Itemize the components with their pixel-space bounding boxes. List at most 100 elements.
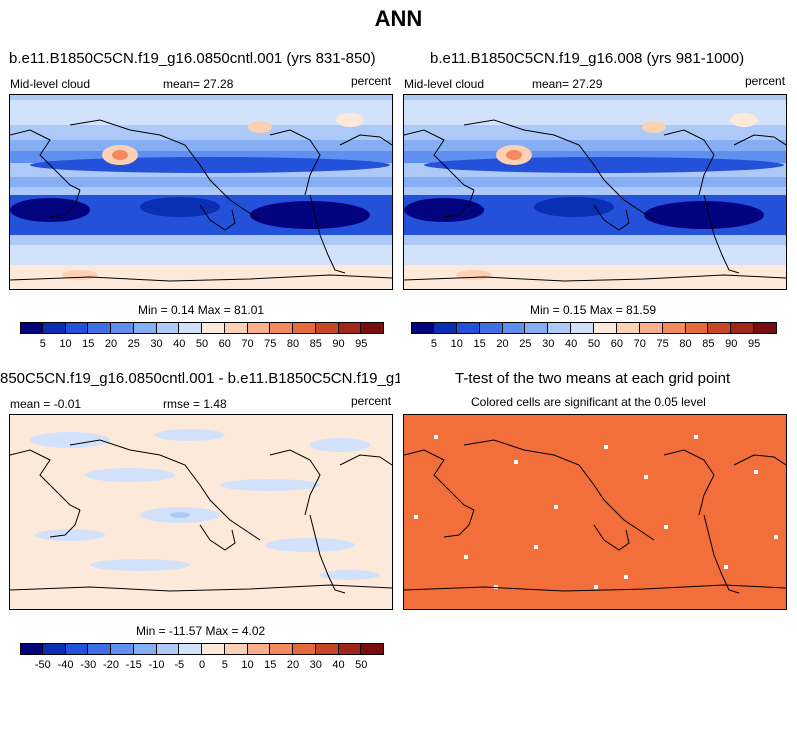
colorbar-swatch bbox=[433, 322, 457, 334]
colorbar-swatch bbox=[65, 322, 89, 334]
colorbar-swatch bbox=[338, 643, 362, 655]
colorbar-tick-label: 15 bbox=[264, 659, 277, 671]
colorbar-tick-label: 10 bbox=[59, 338, 72, 350]
colorbar-tick-label: 30 bbox=[542, 338, 555, 350]
colorbar-swatch bbox=[616, 322, 640, 334]
colorbar-swatch bbox=[202, 643, 225, 655]
colorbar-tick-label: 70 bbox=[633, 338, 646, 350]
colorbar-tick-label: -15 bbox=[125, 659, 142, 671]
panel-3-minmax: Min = -11.57 Max = 4.02 bbox=[136, 624, 266, 638]
colorbar-tick-label: 95 bbox=[355, 338, 368, 350]
colorbar-swatch bbox=[20, 643, 43, 655]
panel-3-field bbox=[10, 415, 392, 609]
panel-2-units: percent bbox=[745, 74, 786, 88]
panel-4-subtitle: Colored cells are significant at the 0.0… bbox=[471, 395, 706, 409]
colorbar-absolute-left: 5 10 15 20 25 30 40 50 60 70 75 80 85 90 95 bbox=[20, 322, 384, 352]
colorbar-tick-label: 80 bbox=[679, 338, 692, 350]
colorbar-swatch bbox=[456, 322, 480, 334]
panel-3-units: percent bbox=[351, 394, 392, 408]
colorbar-tick-label: 30 bbox=[150, 338, 163, 350]
panel-2-mean: mean= 27.29 bbox=[532, 77, 603, 91]
colorbar-swatch bbox=[224, 643, 248, 655]
panel-1-minmax: Min = 0.14 Max = 81.01 bbox=[138, 303, 265, 317]
colorbar-tick-label: 5 bbox=[221, 659, 228, 671]
panel-4-title: T-test of the two means at each grid poi… bbox=[455, 370, 731, 387]
colorbar-swatch bbox=[156, 322, 180, 334]
colorbar-tick-label: 5 bbox=[430, 338, 437, 350]
panel-2-map bbox=[403, 94, 787, 290]
colorbar-swatch bbox=[20, 322, 43, 334]
colorbar-tick-label: 30 bbox=[309, 659, 322, 671]
colorbar-swatch bbox=[111, 322, 134, 334]
colorbar-swatch bbox=[270, 322, 293, 334]
panel-1-field bbox=[10, 95, 392, 289]
colorbar-swatch bbox=[548, 322, 572, 334]
colorbar-tick-label: 40 bbox=[565, 338, 578, 350]
colorbar-swatch bbox=[685, 322, 709, 334]
panel-2-minmax: Min = 0.15 Max = 81.59 bbox=[530, 303, 657, 317]
panel-2-field bbox=[404, 95, 786, 289]
panel-4-map bbox=[403, 414, 787, 610]
panel-3-title: 850C5CN.f19_g16.0850cntl.001 - b.e11.B18… bbox=[0, 370, 400, 387]
colorbar-swatch bbox=[479, 322, 503, 334]
colorbar-tick-label: -40 bbox=[57, 659, 74, 671]
colorbar-frame bbox=[411, 322, 777, 334]
panel-4-field bbox=[404, 415, 786, 609]
colorbar-tick-label: 95 bbox=[748, 338, 761, 350]
colorbar-swatch bbox=[293, 322, 316, 334]
colorbar-swatch bbox=[179, 643, 202, 655]
colorbar-tick-label: 50 bbox=[195, 338, 209, 350]
colorbar-tick-label: 60 bbox=[610, 338, 623, 350]
panel-3-mean: mean = -0.01 bbox=[10, 397, 82, 411]
colorbar-tick-label: 85 bbox=[702, 338, 715, 350]
colorbar-tick-label: 70 bbox=[241, 338, 254, 350]
colorbar-swatch bbox=[133, 322, 157, 334]
colorbar-tick-label: -20 bbox=[103, 659, 119, 671]
colorbar-swatch bbox=[224, 322, 248, 334]
figure-title: ANN bbox=[374, 6, 423, 31]
colorbar-tick-label: 40 bbox=[173, 338, 186, 350]
colorbar-swatch bbox=[247, 322, 271, 334]
colorbar-tick-label: 75 bbox=[264, 338, 277, 350]
colorbar-swatch bbox=[731, 322, 755, 334]
colorbar-tick-label: 90 bbox=[725, 338, 738, 350]
colorbar-tick-label: 50 bbox=[587, 338, 601, 350]
panel-1-title: b.e11.B1850C5CN.f19_g16.0850cntl.001 (yr… bbox=[9, 50, 376, 67]
colorbar-swatch bbox=[338, 322, 362, 334]
colorbar-tick-label: 20 bbox=[104, 338, 118, 350]
colorbar-swatch bbox=[42, 643, 66, 655]
colorbar-tick-label: 60 bbox=[218, 338, 231, 350]
colorbar-swatch bbox=[594, 322, 617, 334]
panel-1-map bbox=[9, 94, 393, 290]
colorbar-swatch bbox=[179, 322, 202, 334]
colorbar-tick-label: -10 bbox=[148, 659, 165, 671]
colorbar-tick-label: -5 bbox=[174, 659, 185, 671]
colorbar-swatch bbox=[270, 643, 293, 655]
colorbar-tick-label: 50 bbox=[355, 659, 368, 671]
colorbar-swatch bbox=[411, 322, 434, 334]
panel-2-title: b.e11.B1850C5CN.f19_g16.008 (yrs 981-100… bbox=[430, 50, 745, 67]
colorbar-tick-label: 80 bbox=[286, 338, 300, 350]
colorbar-swatch bbox=[88, 322, 111, 334]
colorbar-frame bbox=[20, 643, 384, 655]
colorbar-swatch bbox=[708, 322, 732, 334]
colorbar-tick-label: 25 bbox=[127, 338, 140, 350]
colorbar-swatch bbox=[42, 322, 66, 334]
colorbar-tick-label: 0 bbox=[198, 659, 206, 671]
colorbar-frame bbox=[20, 322, 384, 334]
colorbar-swatch bbox=[502, 322, 526, 334]
colorbar-tick-label: 15 bbox=[473, 338, 486, 350]
colorbar-tick-label: 10 bbox=[241, 659, 254, 671]
colorbar-swatch bbox=[133, 643, 157, 655]
colorbar-tick-label: 15 bbox=[82, 338, 95, 350]
colorbar-swatch bbox=[315, 643, 339, 655]
colorbar-difference: -50 -40 -30 -20 -15 -10 -5 0 5 10 15 20 30 40 50 bbox=[20, 643, 384, 673]
colorbar-tick-label: 20 bbox=[496, 338, 509, 350]
colorbar-tick-label: 5 bbox=[39, 338, 46, 350]
colorbar-swatch bbox=[662, 322, 686, 334]
panel-1-mean: mean= 27.28 bbox=[163, 77, 234, 91]
colorbar-swatch bbox=[111, 643, 134, 655]
colorbar-absolute-right: 5 10 15 20 25 30 40 50 60 70 75 80 85 90 95 bbox=[411, 322, 777, 352]
panel-3-map bbox=[9, 414, 393, 610]
colorbar-tick-label: 90 bbox=[332, 338, 345, 350]
